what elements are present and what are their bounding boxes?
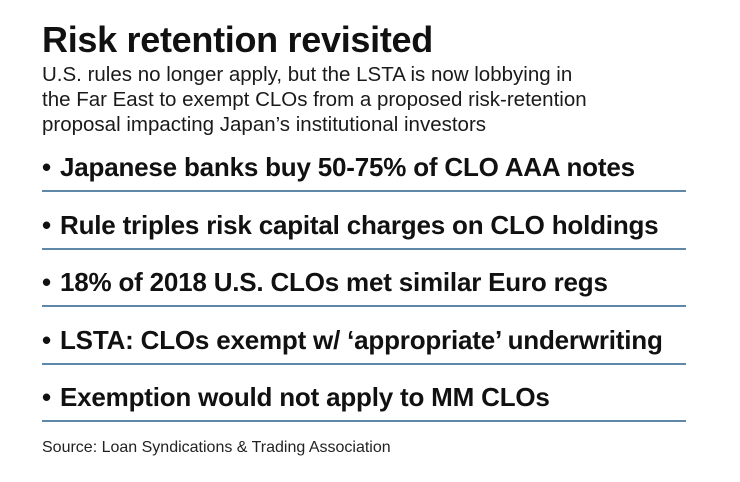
source-note: Source: Loan Syndications & Trading Asso… xyxy=(42,439,391,456)
page-title: Risk retention revisited xyxy=(42,19,433,60)
bullet-point-icon: • xyxy=(42,382,52,412)
bullet-point-icon: • xyxy=(42,324,52,355)
bullet-text: 18% of 2018 U.S. CLOs met similar Euro r… xyxy=(60,267,608,297)
bullet-text: Rule triples risk capital charges on CLO… xyxy=(60,209,659,240)
bullet-point-icon: • xyxy=(42,267,52,297)
subtitle-line: the Far East to exempt CLOs from a propo… xyxy=(42,88,587,111)
bullet-item: • Exemption would not apply to MM CLOs xyxy=(42,372,686,422)
bullet-item: • LSTA: CLOs exempt w/ ‘appropriate’ und… xyxy=(42,315,686,365)
bullet-point-icon: • xyxy=(42,209,52,240)
bullet-item: • Rule triples risk capital charges on C… xyxy=(42,200,686,250)
subtitle: U.S. rules no longer apply, but the LSTA… xyxy=(42,62,722,137)
bullet-text: Japanese banks buy 50-75% of CLO AAA not… xyxy=(60,152,635,182)
subtitle-line: proposal impacting Japan’s institutional… xyxy=(42,113,487,136)
bullet-list: • Japanese banks buy 50-75% of CLO AAA n… xyxy=(42,142,686,430)
bullet-item: • Japanese banks buy 50-75% of CLO AAA n… xyxy=(42,142,686,192)
subtitle-line: U.S. rules no longer apply, but the LSTA… xyxy=(42,63,573,86)
bullet-text: LSTA: CLOs exempt w/ ‘appropriate’ under… xyxy=(60,324,663,355)
bullet-text: Exemption would not apply to MM CLOs xyxy=(60,382,550,412)
bullet-point-icon: • xyxy=(42,152,52,182)
bullet-item: • 18% of 2018 U.S. CLOs met similar Euro… xyxy=(42,257,686,307)
